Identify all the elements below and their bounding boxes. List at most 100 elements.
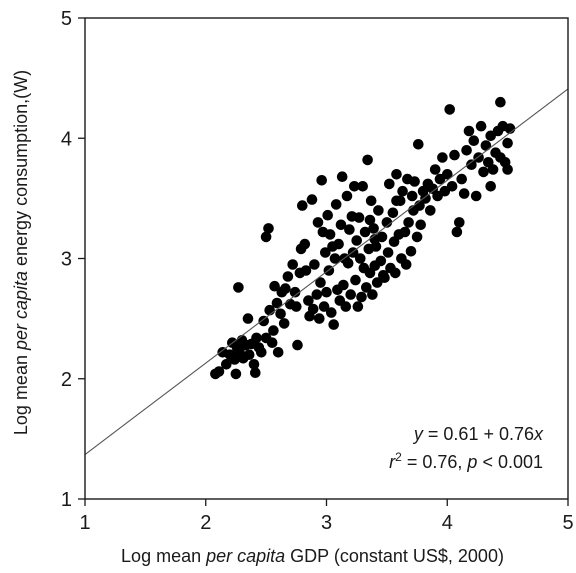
data-point xyxy=(485,181,497,192)
data-point xyxy=(263,223,274,234)
data-point xyxy=(349,181,360,192)
y-tick-label: 3 xyxy=(61,249,72,271)
data-point xyxy=(359,226,371,238)
data-point xyxy=(463,125,475,137)
data-point xyxy=(487,164,499,175)
data-point xyxy=(375,255,387,267)
data-point xyxy=(405,246,417,257)
data-point xyxy=(330,199,342,210)
data-point xyxy=(458,188,470,199)
data-point xyxy=(321,286,332,298)
y-tick-label: 2 xyxy=(61,369,72,391)
data-point xyxy=(356,291,367,303)
data-point xyxy=(250,367,261,379)
data-point xyxy=(391,169,402,180)
data-point xyxy=(338,279,349,291)
data-point xyxy=(282,271,294,282)
data-point xyxy=(466,159,477,170)
data-point xyxy=(300,265,312,276)
data-point xyxy=(329,253,341,264)
data-point xyxy=(333,238,344,250)
data-point xyxy=(275,308,286,320)
data-point xyxy=(280,283,291,294)
data-point xyxy=(266,337,278,349)
data-point xyxy=(399,226,411,238)
data-point xyxy=(243,349,255,361)
data-point xyxy=(413,139,424,150)
data-points xyxy=(210,96,516,380)
data-point xyxy=(271,297,283,309)
data-point xyxy=(342,258,354,269)
data-point xyxy=(442,169,453,180)
data-point xyxy=(242,313,254,324)
data-point xyxy=(353,212,365,223)
data-point xyxy=(311,289,323,300)
data-point xyxy=(303,295,314,306)
data-point xyxy=(306,194,318,205)
data-point xyxy=(340,301,352,312)
data-point xyxy=(324,229,336,240)
data-point xyxy=(429,164,441,175)
data-point xyxy=(287,259,299,270)
data-point xyxy=(352,301,364,312)
data-point xyxy=(449,149,460,161)
data-point xyxy=(502,164,513,175)
data-point xyxy=(314,313,325,324)
y-axis-title: Log mean per capita energy consumption,(… xyxy=(11,70,31,435)
y-tick-label: 5 xyxy=(61,8,72,30)
x-tick-label: 1 xyxy=(79,512,90,534)
data-point xyxy=(361,282,372,293)
data-point xyxy=(397,185,408,197)
data-point xyxy=(269,280,280,292)
data-point xyxy=(406,190,418,202)
data-point xyxy=(378,270,389,281)
data-point xyxy=(251,332,262,344)
data-point xyxy=(309,259,320,270)
data-point xyxy=(291,301,302,312)
data-point xyxy=(233,282,244,293)
regression-equation: y = 0.61 + 0.76x xyxy=(412,424,544,444)
data-point xyxy=(411,231,423,243)
data-point xyxy=(478,166,489,178)
data-point xyxy=(322,209,334,221)
data-point xyxy=(368,223,379,234)
data-point xyxy=(344,224,355,235)
data-point xyxy=(367,289,378,300)
y-tick-label: 4 xyxy=(61,128,72,150)
data-point xyxy=(365,195,377,207)
data-point xyxy=(351,235,363,246)
data-point xyxy=(470,190,482,202)
data-point xyxy=(415,219,427,231)
data-point xyxy=(341,190,353,202)
data-point xyxy=(456,173,468,185)
data-point xyxy=(480,140,492,151)
data-point xyxy=(373,205,384,216)
data-point xyxy=(420,193,431,204)
data-point xyxy=(381,217,393,228)
data-point xyxy=(297,200,308,211)
data-point xyxy=(289,286,301,298)
data-point xyxy=(461,145,472,156)
data-point xyxy=(444,104,456,115)
data-point xyxy=(320,247,331,258)
data-point xyxy=(255,347,267,358)
data-point xyxy=(400,259,412,270)
data-point xyxy=(307,303,319,315)
data-point xyxy=(268,325,279,336)
data-point xyxy=(258,315,270,327)
x-tick-label: 4 xyxy=(442,512,453,534)
data-point xyxy=(312,217,324,228)
data-point xyxy=(454,217,465,228)
data-point xyxy=(446,181,458,192)
data-point xyxy=(451,226,463,238)
data-point xyxy=(495,152,506,163)
data-point xyxy=(403,217,414,228)
data-point xyxy=(316,175,328,186)
data-point xyxy=(299,238,311,250)
data-point xyxy=(362,154,373,166)
data-point xyxy=(335,219,347,231)
data-point xyxy=(391,195,402,207)
data-point xyxy=(468,135,480,146)
data-point xyxy=(382,247,394,258)
